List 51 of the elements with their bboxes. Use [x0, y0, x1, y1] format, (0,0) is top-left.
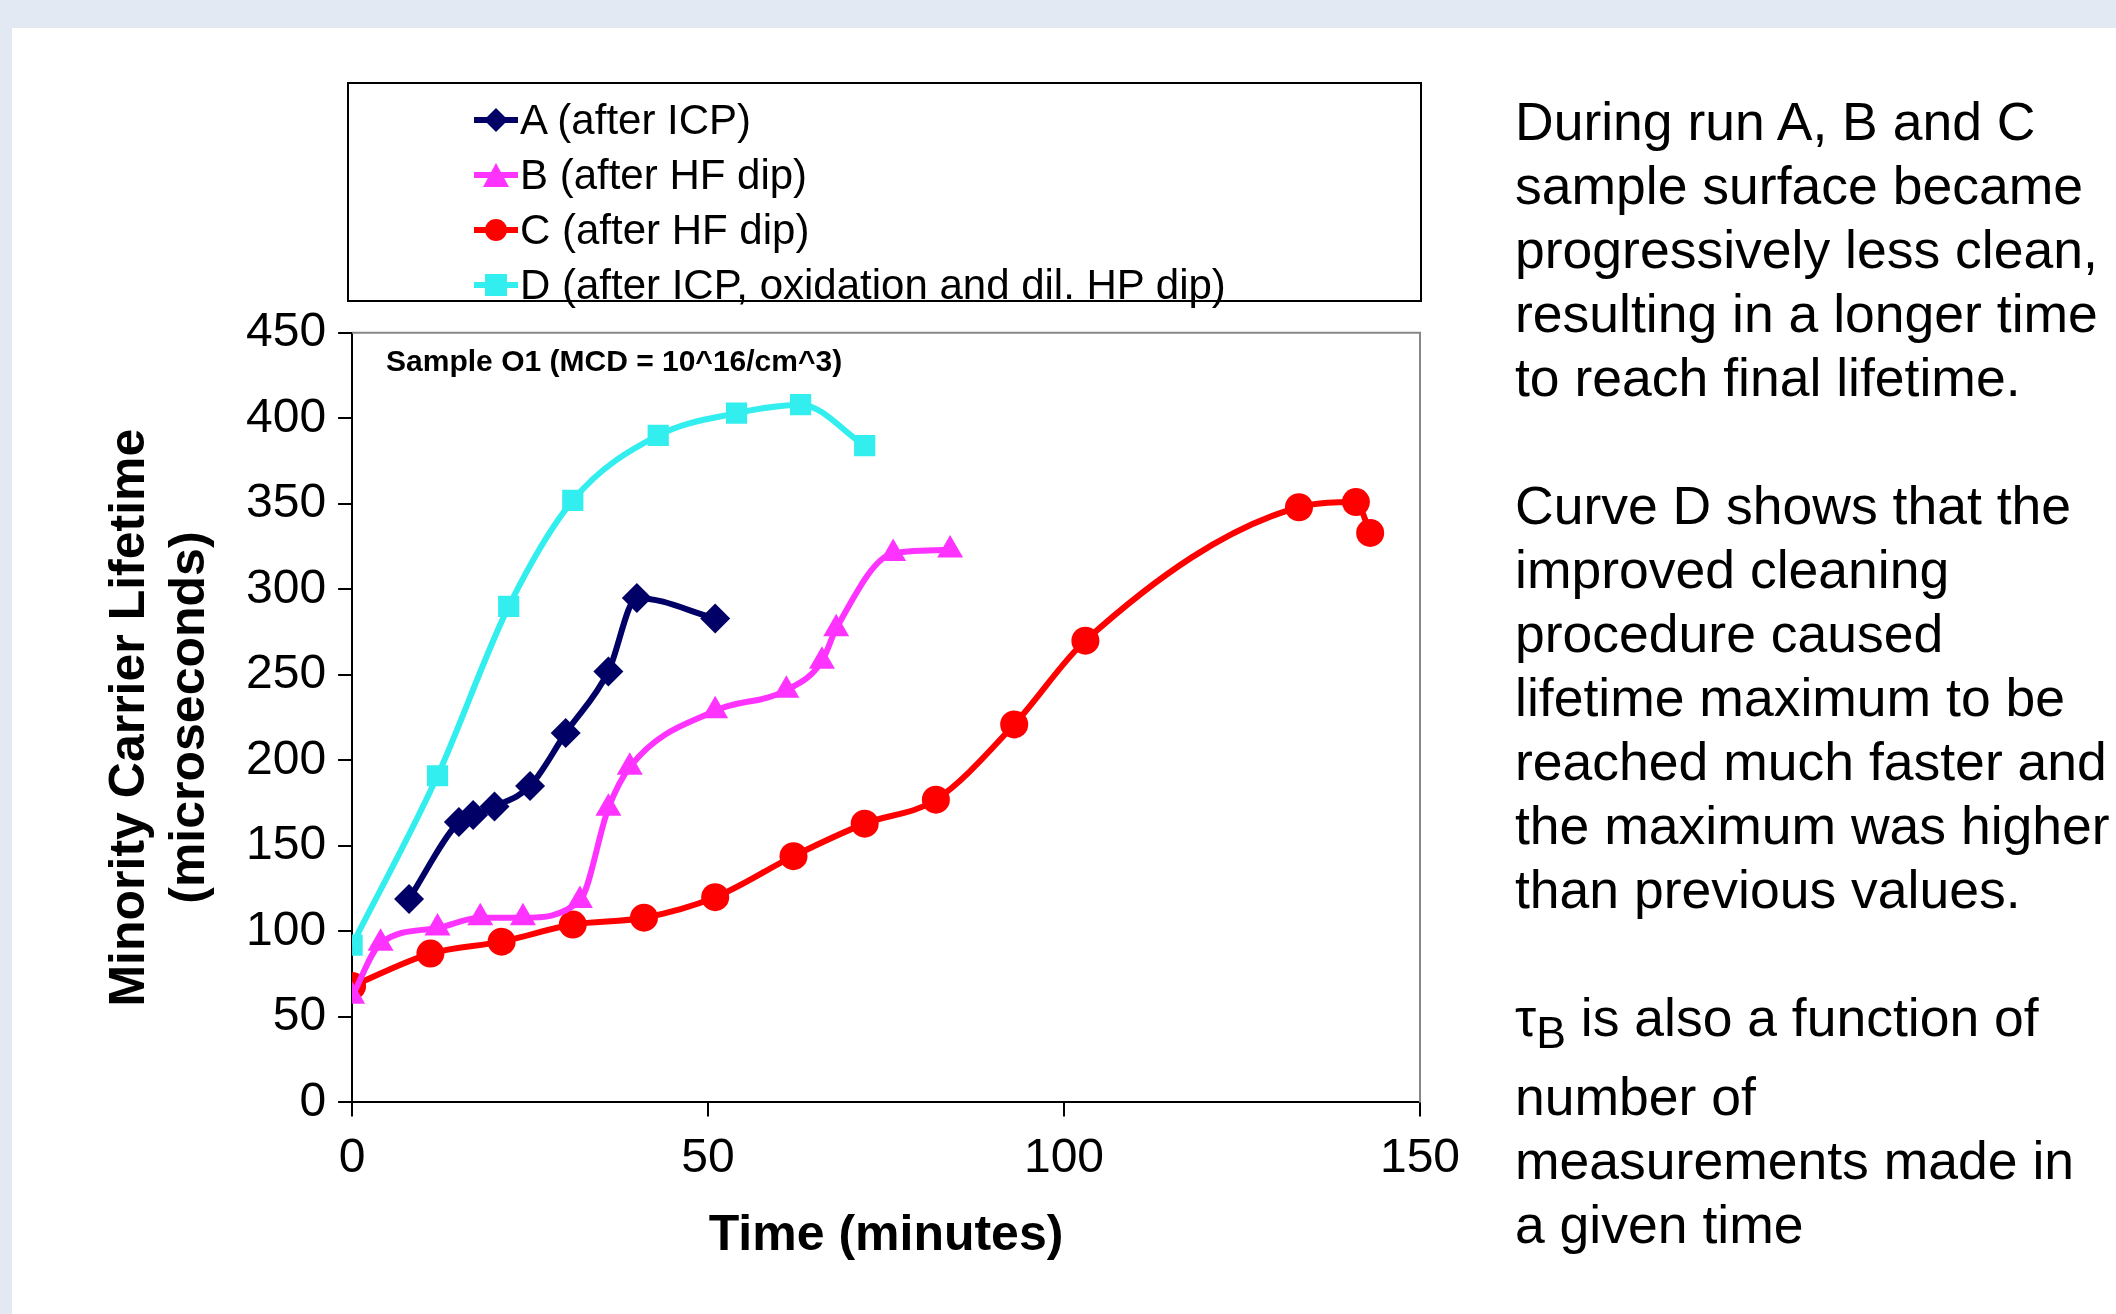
point [426, 765, 449, 787]
text: τ$_{B}$ is also a function of number of measurements made in a given time [1515, 987, 2076, 1256]
chart-title: Sample O1 (MCD = 10^16/cm^3) [386, 344, 843, 378]
point [479, 791, 510, 822]
point [550, 717, 581, 748]
y-tick-label: 250 [245, 645, 327, 699]
point [416, 939, 445, 968]
legend-label: A (after ICP) [520, 95, 752, 144]
x-axis-title: Time (minutes) [708, 1204, 1064, 1261]
point [1356, 518, 1385, 547]
point [394, 883, 425, 914]
y-tick-label: 100 [245, 901, 327, 955]
y-tick-label: 300 [245, 559, 327, 613]
y-axis-title: Minority Carrier Lifetime (microseconds) [98, 428, 215, 1007]
y-tick-label: 0 [299, 1072, 327, 1126]
x-tick-label: 100 [1023, 1129, 1105, 1183]
point [725, 402, 748, 424]
y-tick-label: 200 [245, 730, 327, 784]
y-tick-label: 350 [245, 474, 327, 528]
y-tick-label: 450 [245, 303, 327, 357]
point [621, 582, 652, 613]
text: During run A, B and C sample surface became progressively less clean, resulting in a longer time to reach final lifetime. [1515, 91, 2099, 409]
point [498, 595, 520, 618]
point [1000, 710, 1029, 739]
point [487, 927, 516, 956]
y-tick-label: 50 [272, 987, 327, 1041]
point [558, 910, 587, 939]
y-tick-label: 400 [245, 388, 327, 442]
point [562, 489, 584, 512]
x-tick-label: 150 [1379, 1129, 1461, 1183]
point [647, 424, 669, 447]
point [1341, 488, 1370, 517]
point [921, 785, 950, 814]
point [779, 842, 808, 871]
y-tick-label: 150 [245, 816, 327, 870]
point [593, 656, 624, 687]
x-tick-label: 50 [681, 1129, 735, 1183]
point [1284, 493, 1313, 522]
point [1071, 626, 1100, 655]
point [850, 809, 879, 838]
text: Curve D shows that the improved cleaning procedure caused lifetime maximum to be reached much faster and the maximum was higher than previous values. [1515, 475, 2110, 921]
legend-label: B (after HF dip) [520, 150, 808, 199]
legend-label: D (after ICP, oxidation and dil. HP dip) [520, 260, 1226, 309]
point [629, 903, 658, 932]
point [854, 435, 876, 457]
x-tick-label: 0 [338, 1129, 366, 1183]
legend-label: C (after HF dip) [520, 205, 810, 254]
point [700, 603, 731, 634]
point [515, 771, 546, 802]
point [790, 394, 812, 416]
point [701, 883, 730, 912]
